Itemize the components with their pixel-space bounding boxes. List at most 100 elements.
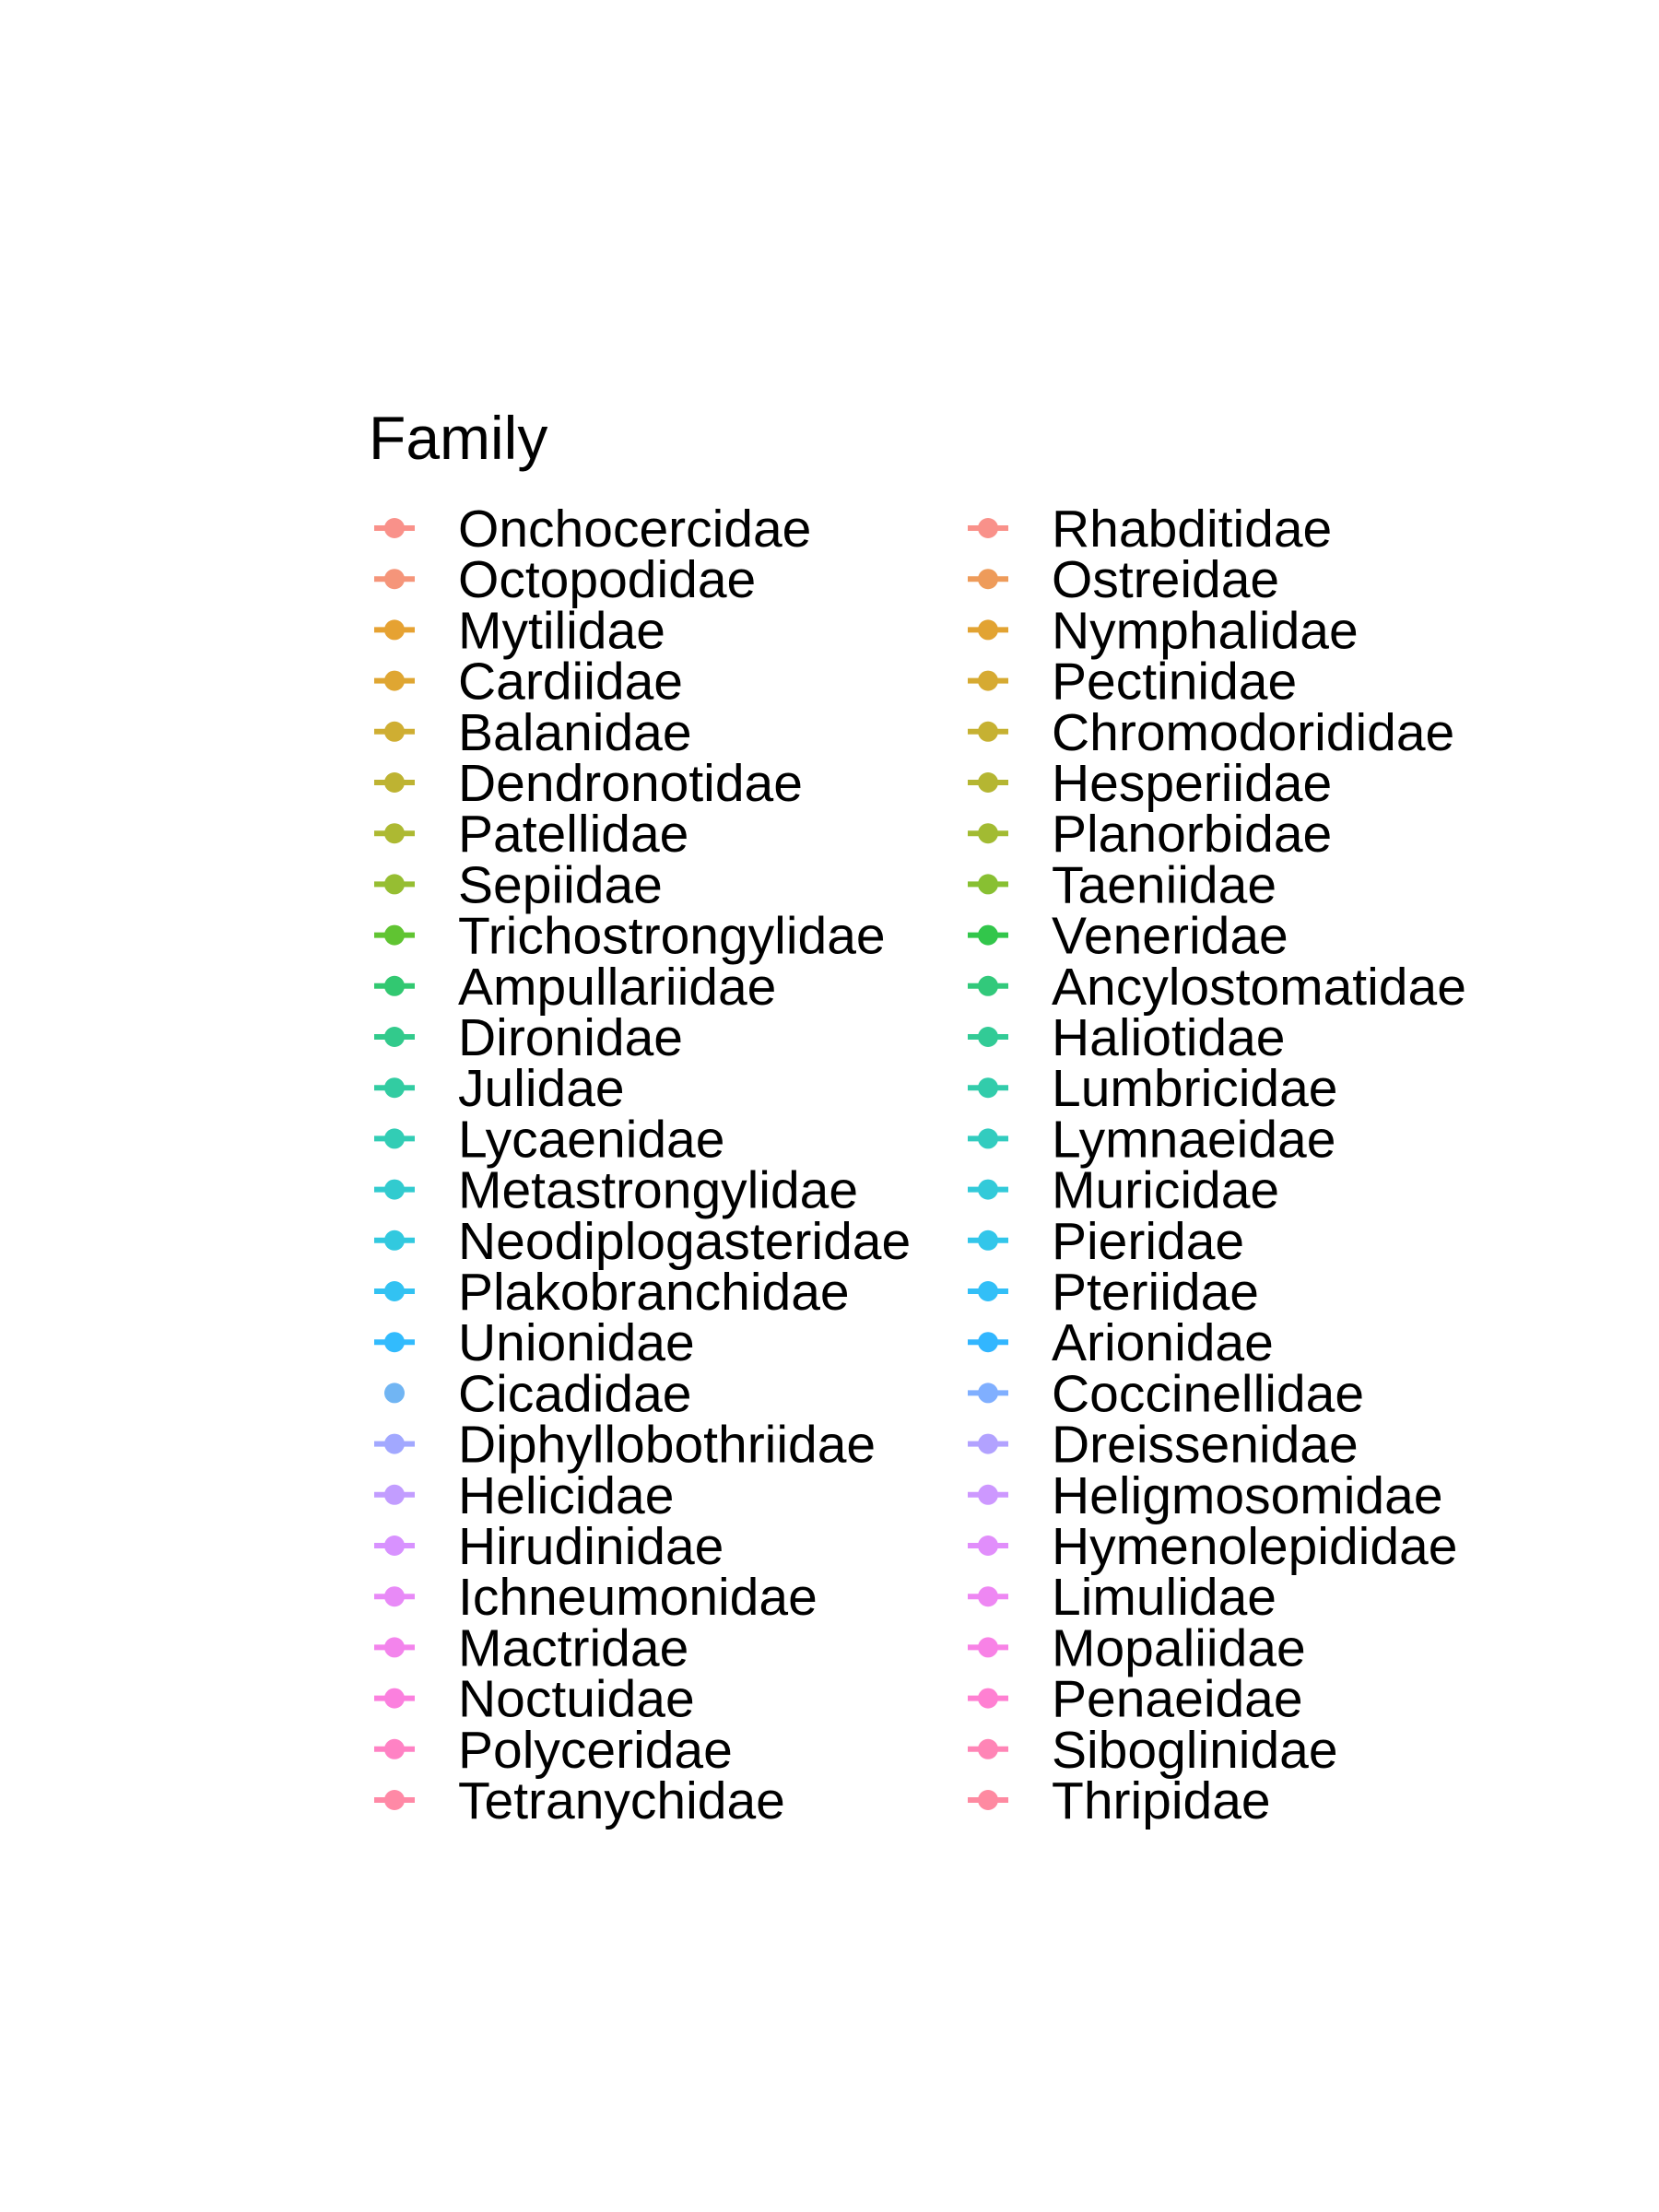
- legend-item-heligmosomidae: Heligmosomidae: [968, 1466, 1443, 1525]
- legend-label: Metastrongylidae: [458, 1161, 858, 1220]
- legend-key-diphyllobothriidae: [374, 1433, 415, 1454]
- legend-key-point: [384, 1738, 405, 1759]
- legend-label: Pieridae: [1052, 1212, 1244, 1271]
- legend-key-point: [978, 619, 998, 641]
- legend-item-mactridae: Mactridae: [374, 1618, 688, 1677]
- legend-key-taeniidae: [968, 874, 1008, 895]
- legend-label: Pectinidae: [1052, 653, 1297, 712]
- legend-key-balanidae: [374, 721, 415, 742]
- legend-key-octopodidae: [374, 569, 415, 590]
- legend-key-point: [978, 1484, 998, 1505]
- legend-key-point: [978, 823, 998, 844]
- legend-key-point: [384, 1382, 405, 1404]
- legend-item-pteriidae: Pteriidae: [968, 1263, 1259, 1322]
- legend-key-point: [384, 772, 405, 793]
- legend-item-hesperiidae: Hesperiidae: [968, 754, 1332, 813]
- legend-label: Planorbidae: [1052, 805, 1332, 864]
- legend-label: Pteriidae: [1052, 1263, 1259, 1322]
- legend-item-planorbidae: Planorbidae: [968, 805, 1332, 864]
- legend-item-noctuidae: Noctuidae: [374, 1670, 695, 1729]
- legend-key-pectinidae: [968, 670, 1008, 691]
- legend-key-point: [384, 1535, 405, 1556]
- legend-label: Neodiplogasteridae: [458, 1212, 911, 1271]
- legend-item-limulidae: Limulidae: [968, 1568, 1277, 1627]
- legend-key-point: [384, 1332, 405, 1353]
- legend-item-hirudinidae: Hirudinidae: [374, 1517, 724, 1576]
- legend-label: Siboglinidae: [1052, 1721, 1338, 1780]
- legend-key-point: [384, 975, 405, 996]
- legend-key-point: [978, 975, 998, 996]
- legend-key-point: [384, 874, 405, 895]
- legend-item-neodiplogasteridae: Neodiplogasteridae: [374, 1212, 911, 1271]
- legend-key-point: [978, 1027, 998, 1047]
- legend-key-point: [978, 1433, 998, 1454]
- legend-label: Heligmosomidae: [1052, 1466, 1443, 1525]
- legend-item-balanidae: Balanidae: [374, 703, 692, 762]
- legend-key-point: [384, 823, 405, 844]
- legend-key-point: [978, 1128, 998, 1149]
- legend-key-chromodorididae: [968, 721, 1008, 742]
- legend-key-point: [978, 1637, 998, 1658]
- legend-key-veneridae: [968, 924, 1008, 946]
- legend-label: Ampullariidae: [458, 958, 776, 1017]
- legend-key-cicadidae: [384, 1382, 405, 1404]
- legend-key-point: [384, 1230, 405, 1251]
- legend-key-point: [978, 1230, 998, 1251]
- legend-key-heligmosomidae: [968, 1484, 1008, 1505]
- legend-key-lymnaeidae: [968, 1128, 1008, 1149]
- legend-item-muricidae: Muricidae: [968, 1161, 1279, 1220]
- legend-item-patellidae: Patellidae: [374, 805, 688, 864]
- legend-key-point: [978, 1688, 998, 1709]
- legend-key-point: [978, 569, 998, 590]
- legend-key-sepiidae: [374, 874, 415, 895]
- legend-key-point: [384, 1027, 405, 1047]
- legend-item-siboglinidae: Siboglinidae: [968, 1721, 1338, 1780]
- legend-label: Cicadidae: [458, 1364, 692, 1423]
- legend-label: Thripidae: [1052, 1771, 1271, 1830]
- legend-key-mytilidae: [374, 619, 415, 641]
- legend-key-cardiidae: [374, 670, 415, 691]
- legend-key-ostreidae: [968, 569, 1008, 590]
- legend-key-point: [384, 1077, 405, 1099]
- legend-key-pteriidae: [968, 1281, 1008, 1301]
- legend-item-ancylostomatidae: Ancylostomatidae: [968, 958, 1466, 1017]
- legend-key-ampullariidae: [374, 975, 415, 996]
- legend-label: Sepiidae: [458, 855, 663, 914]
- legend-key-point: [978, 1382, 998, 1404]
- legend-label: Arionidae: [1052, 1313, 1274, 1372]
- legend-key-hirudinidae: [374, 1535, 415, 1556]
- legend-key-point: [978, 1738, 998, 1759]
- legend-label: Helicidae: [458, 1466, 674, 1525]
- legend-item-mopaliidae: Mopaliidae: [968, 1618, 1306, 1677]
- legend-key-point: [978, 1179, 998, 1200]
- legend-key-nymphalidae: [968, 619, 1008, 641]
- legend-item-mytilidae: Mytilidae: [374, 601, 665, 660]
- legend-label: Dironidae: [458, 1008, 683, 1067]
- legend-key-point: [384, 1688, 405, 1709]
- legend-key-ichneumonidae: [374, 1586, 415, 1607]
- legend-item-helicidae: Helicidae: [374, 1466, 674, 1525]
- legend-key-point: [384, 518, 405, 538]
- legend-key-point: [384, 619, 405, 641]
- legend-item-pectinidae: Pectinidae: [968, 653, 1297, 712]
- legend-key-mactridae: [374, 1637, 415, 1658]
- legend-key-polyceridae: [374, 1738, 415, 1759]
- legend-label: Haliotidae: [1052, 1008, 1286, 1067]
- legend-key-hymenolepididae: [968, 1535, 1008, 1556]
- legend-item-taeniidae: Taeniidae: [968, 855, 1277, 914]
- legend-label: Mopaliidae: [1052, 1618, 1306, 1677]
- legend-label: Muricidae: [1052, 1161, 1279, 1220]
- legend-item-penaeidae: Penaeidae: [968, 1670, 1303, 1729]
- legend-key-helicidae: [374, 1484, 415, 1505]
- legend-label: Balanidae: [458, 703, 692, 762]
- legend-item-cicadidae: Cicadidae: [384, 1364, 692, 1423]
- legend-item-nymphalidae: Nymphalidae: [968, 601, 1359, 660]
- legend-item-hymenolepididae: Hymenolepididae: [968, 1517, 1457, 1576]
- legend-key-penaeidae: [968, 1688, 1008, 1709]
- legend-key-mopaliidae: [968, 1637, 1008, 1658]
- legend-label: Taeniidae: [1052, 855, 1277, 914]
- legend-label: Trichostrongylidae: [458, 907, 886, 966]
- legend-item-pieridae: Pieridae: [968, 1212, 1244, 1271]
- legend-title: Family: [369, 404, 547, 472]
- legend-item-diphyllobothriidae: Diphyllobothriidae: [374, 1416, 876, 1475]
